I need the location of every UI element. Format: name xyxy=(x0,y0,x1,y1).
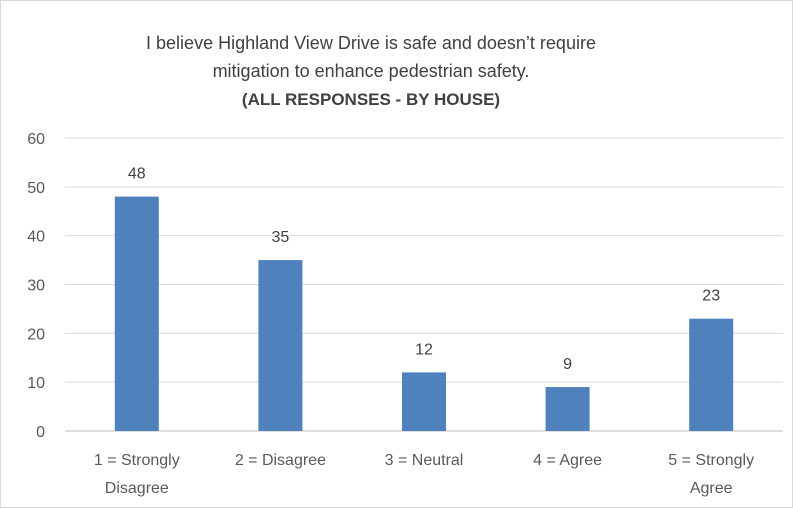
bar-4 xyxy=(545,387,590,431)
data-label-4: 9 xyxy=(563,356,572,373)
y-tick-label-30: 30 xyxy=(27,278,45,295)
y-tick-label-20: 20 xyxy=(27,326,45,343)
y-axis-ticks: 0 10 20 30 40 50 60 xyxy=(27,131,45,441)
data-label-3: 12 xyxy=(415,341,433,358)
bars xyxy=(114,196,734,431)
data-label-5: 23 xyxy=(702,288,720,305)
chart-title-line-2: mitigation to enhance pedestrian safety. xyxy=(213,61,530,81)
category-label-1-line-1: 1 = Strongly xyxy=(94,452,180,469)
x-axis-categories: 1 = Strongly Disagree 2 = Disagree 3 = Neut… xyxy=(94,452,754,497)
category-label-4-line-1: 4 = Agree xyxy=(533,452,602,469)
y-tick-label-0: 0 xyxy=(36,424,45,441)
bar-2 xyxy=(258,260,303,431)
category-label-5-line-1: 5 = Strongly xyxy=(668,452,754,469)
y-tick-label-60: 60 xyxy=(27,131,45,148)
category-label-3-line-1: 3 = Neutral xyxy=(385,452,464,469)
bar-3 xyxy=(402,372,446,431)
y-tick-label-50: 50 xyxy=(27,180,45,197)
chart-title: I believe Highland View Drive is safe an… xyxy=(146,33,596,109)
chart-title-line-1: I believe Highland View Drive is safe an… xyxy=(146,33,596,53)
data-labels: 48 35 12 9 23 xyxy=(128,166,720,373)
bar-1 xyxy=(114,196,159,431)
category-label-2-line-1: 2 = Disagree xyxy=(235,452,326,469)
bar-5 xyxy=(689,318,734,431)
y-tick-label-10: 10 xyxy=(27,375,45,392)
category-label-5-line-2: Agree xyxy=(690,480,733,497)
chart-subtitle: (ALL RESPONSES - BY HOUSE) xyxy=(242,90,500,109)
y-tick-label-40: 40 xyxy=(27,229,45,246)
data-label-2: 35 xyxy=(272,229,290,246)
gridlines xyxy=(65,137,783,432)
data-label-1: 48 xyxy=(128,166,146,183)
category-label-1-line-2: Disagree xyxy=(105,480,169,497)
